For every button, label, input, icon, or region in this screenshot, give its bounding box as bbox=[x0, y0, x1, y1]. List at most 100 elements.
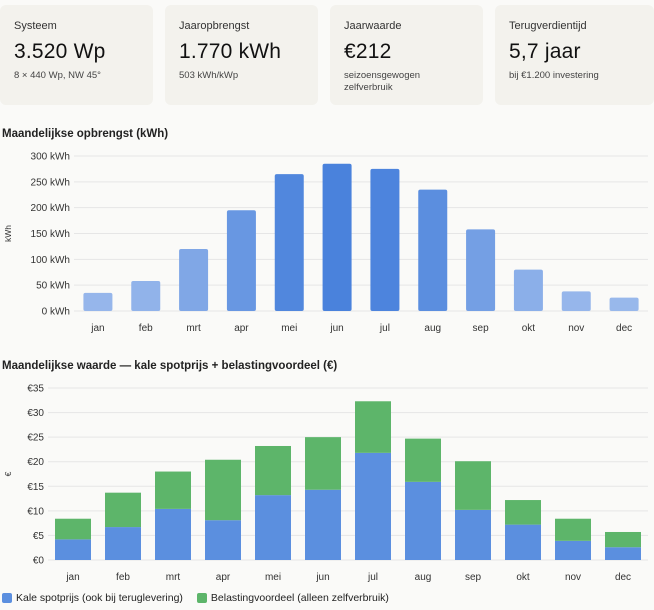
bar-spot-dec bbox=[605, 547, 641, 560]
chart1-title: Maandelijkse opbrengst (kWh) bbox=[2, 128, 169, 140]
bar-tax-okt bbox=[505, 500, 541, 525]
y-axis-label: kWh bbox=[3, 225, 13, 242]
monthly-yield-chart: 0 kWh 50 kWh 100 kWh 150 kWh 200 kWh 250 kWh 3… bbox=[3, 152, 648, 334]
y-tick-label: 50 kWh bbox=[36, 281, 70, 292]
x-tick-label: mrt bbox=[166, 572, 181, 583]
x-tick-label: okt bbox=[516, 572, 530, 583]
x-tick-label: nov bbox=[568, 323, 584, 334]
y-tick-label: 250 kWh bbox=[31, 177, 70, 188]
y-tick-label: €0 bbox=[33, 556, 45, 567]
y-axis-label: € bbox=[3, 471, 13, 476]
card-subtext: 503 kWh/kWp bbox=[179, 70, 239, 81]
card-annual-value: Jaarwaarde €212 seizoensgewogen zelfverb… bbox=[330, 5, 483, 105]
bar-tax-feb bbox=[105, 492, 141, 528]
y-tick-label: €10 bbox=[27, 506, 44, 517]
bar-feb bbox=[131, 281, 161, 311]
x-tick-label: jul bbox=[379, 323, 390, 334]
bar-spot-jun bbox=[305, 489, 341, 560]
bar-aug bbox=[418, 189, 448, 311]
bar-apr bbox=[226, 210, 256, 311]
legend-swatch-spot bbox=[2, 593, 12, 603]
bar-tax-mei bbox=[255, 445, 291, 496]
x-tick-label: jun bbox=[329, 323, 343, 334]
legend-label-spot: Kale spotprijs (ook bij teruglevering) bbox=[16, 592, 183, 604]
x-tick-label: jan bbox=[90, 323, 104, 334]
legend-label-tax: Belastingvoordeel (alleen zelfverbruik) bbox=[210, 592, 389, 604]
card-label: Jaarwaarde bbox=[344, 20, 402, 32]
bar-spot-okt bbox=[505, 524, 541, 560]
x-tick-label: feb bbox=[116, 572, 130, 583]
x-tick-label: aug bbox=[424, 323, 441, 334]
bar-spot-nov bbox=[555, 540, 591, 560]
x-tick-label: jul bbox=[367, 572, 378, 583]
bar-spot-apr bbox=[205, 520, 241, 560]
legend-item-tax: Belastingvoordeel (alleen zelfverbruik) bbox=[196, 592, 389, 604]
bar-tax-jul bbox=[355, 401, 391, 453]
card-value: €212 bbox=[344, 40, 392, 63]
x-tick-label: sep bbox=[465, 572, 482, 583]
card-annual-yield: Jaaropbrengst 1.770 kWh 503 kWh/kWp bbox=[165, 5, 318, 105]
bar-mei bbox=[274, 174, 304, 311]
x-tick-label: jan bbox=[65, 572, 79, 583]
bar-sep bbox=[466, 229, 496, 311]
bar-jul bbox=[370, 168, 400, 311]
y-tick-label: €25 bbox=[27, 433, 44, 444]
bar-spot-mrt bbox=[155, 508, 191, 560]
bar-jan bbox=[83, 292, 113, 311]
card-subtext: bij €1.200 investering bbox=[509, 70, 599, 81]
bar-mrt bbox=[179, 249, 209, 311]
card-label: Jaaropbrengst bbox=[179, 20, 250, 32]
x-tick-label: aug bbox=[415, 572, 432, 583]
bar-tax-dec bbox=[605, 531, 641, 548]
card-payback: Terugverdientijd 5,7 jaar bij €1.200 inv… bbox=[495, 5, 654, 105]
bar-jun bbox=[322, 163, 352, 311]
y-tick-label: 0 kWh bbox=[42, 307, 70, 318]
legend-swatch-tax bbox=[196, 593, 207, 603]
x-tick-label: dec bbox=[616, 323, 632, 334]
chart2-title: Maandelijkse waarde — kale spotprijs + b… bbox=[2, 360, 338, 372]
x-tick-label: apr bbox=[234, 323, 249, 334]
y-tick-label: €35 bbox=[27, 384, 44, 395]
x-tick-label: sep bbox=[473, 323, 490, 334]
bar-dec bbox=[609, 297, 639, 311]
summary-cards: Systeem 3.520 Wp 8 × 440 Wp, NW 45° Jaar… bbox=[0, 5, 654, 105]
card-value: 5,7 jaar bbox=[509, 40, 581, 63]
y-tick-label: 150 kWh bbox=[31, 229, 70, 240]
x-tick-label: dec bbox=[615, 572, 631, 583]
y-tick-label: 200 kWh bbox=[31, 203, 70, 214]
x-tick-label: feb bbox=[139, 323, 153, 334]
y-tick-label: 300 kWh bbox=[31, 152, 70, 163]
x-tick-label: mrt bbox=[186, 323, 201, 334]
bar-tax-nov bbox=[555, 518, 591, 541]
y-tick-label: €20 bbox=[27, 457, 44, 468]
monthly-value-chart: €0 €5 €10 €15 €20 €25 €30 €35 € jan feb mrt apr mei ju… bbox=[3, 384, 648, 583]
bar-spot-jul bbox=[355, 452, 391, 560]
bar-tax-apr bbox=[205, 459, 241, 521]
bar-spot-sep bbox=[455, 509, 491, 560]
x-tick-label: jun bbox=[315, 572, 329, 583]
bar-tax-sep bbox=[455, 461, 491, 510]
y-tick-label: €5 bbox=[33, 531, 45, 542]
card-subtext: 8 × 440 Wp, NW 45° bbox=[14, 70, 101, 81]
y-tick-label: €30 bbox=[27, 408, 44, 419]
bar-spot-jan bbox=[55, 539, 91, 560]
legend-item-spot: Kale spotprijs (ook bij teruglevering) bbox=[2, 592, 183, 604]
x-tick-label: apr bbox=[216, 572, 231, 583]
card-label: Systeem bbox=[14, 20, 57, 32]
x-tick-label: okt bbox=[522, 323, 536, 334]
bar-tax-jan bbox=[55, 518, 91, 540]
bar-tax-aug bbox=[405, 438, 441, 482]
card-value: 3.520 Wp bbox=[14, 40, 106, 63]
card-value: 1.770 kWh bbox=[179, 40, 282, 63]
x-tick-label: mei bbox=[281, 323, 297, 334]
y-tick-label: 100 kWh bbox=[31, 255, 70, 266]
bar-spot-mei bbox=[255, 495, 291, 560]
bar-spot-aug bbox=[405, 481, 441, 560]
bar-okt bbox=[513, 269, 543, 311]
chart2-legend: Kale spotprijs (ook bij teruglevering) B… bbox=[2, 592, 403, 604]
bar-tax-jun bbox=[305, 437, 341, 490]
x-tick-label: nov bbox=[565, 572, 581, 583]
x-tick-label: mei bbox=[265, 572, 281, 583]
card-label: Terugverdientijd bbox=[509, 20, 587, 32]
bar-nov bbox=[561, 291, 591, 311]
